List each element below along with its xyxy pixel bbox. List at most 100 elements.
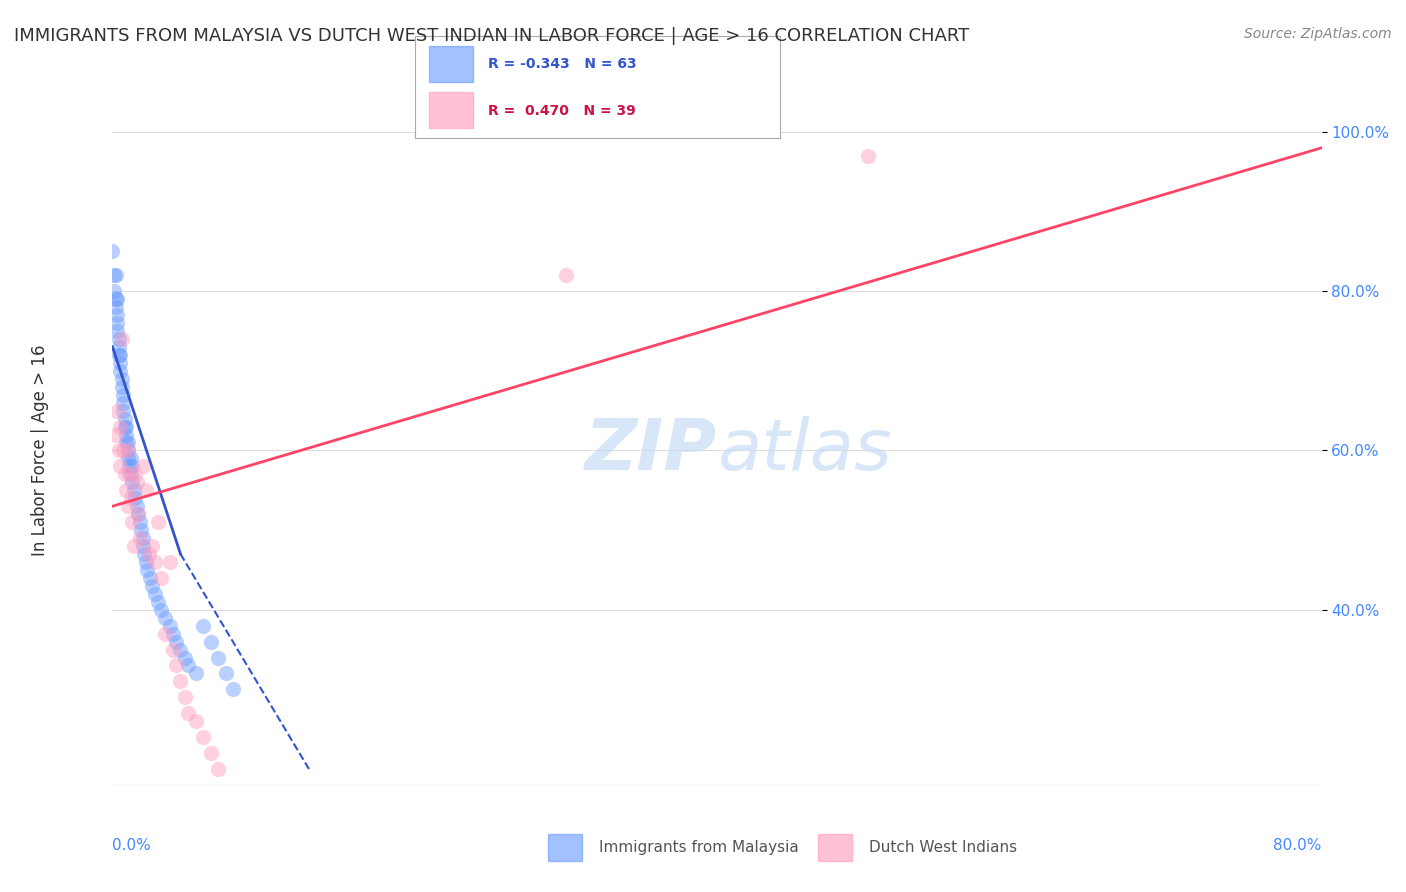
Point bbox=[134, 547, 156, 561]
Point bbox=[141, 579, 163, 593]
Point bbox=[107, 340, 129, 354]
Point bbox=[105, 324, 128, 338]
Point bbox=[120, 467, 142, 482]
Point bbox=[117, 451, 139, 466]
Point bbox=[122, 539, 145, 553]
Point bbox=[184, 714, 207, 729]
Text: Immigrants from Malaysia: Immigrants from Malaysia bbox=[599, 840, 799, 855]
Point bbox=[159, 555, 181, 569]
Point bbox=[115, 483, 138, 498]
Point bbox=[110, 380, 132, 394]
Point bbox=[117, 500, 139, 514]
Text: 0.0%: 0.0% bbox=[112, 838, 152, 854]
Point bbox=[105, 403, 128, 417]
Point bbox=[112, 387, 135, 401]
Point bbox=[136, 563, 159, 577]
Point bbox=[177, 706, 200, 721]
Point bbox=[138, 547, 160, 561]
Point bbox=[132, 459, 155, 474]
Text: R = -0.343   N = 63: R = -0.343 N = 63 bbox=[488, 57, 637, 71]
Point bbox=[118, 467, 141, 482]
Point bbox=[115, 435, 138, 450]
Text: Source: ZipAtlas.com: Source: ZipAtlas.com bbox=[1244, 27, 1392, 41]
Point bbox=[120, 491, 142, 506]
Point bbox=[108, 356, 131, 370]
Point bbox=[162, 626, 184, 640]
Point bbox=[117, 443, 139, 458]
Text: Dutch West Indians: Dutch West Indians bbox=[869, 840, 1017, 855]
Text: R =  0.470   N = 39: R = 0.470 N = 39 bbox=[488, 103, 636, 118]
Point bbox=[143, 587, 166, 601]
Point bbox=[107, 332, 129, 346]
Point bbox=[114, 419, 136, 434]
Text: In Labor Force | Age > 16: In Labor Force | Age > 16 bbox=[31, 344, 49, 557]
Point bbox=[115, 419, 138, 434]
Point bbox=[118, 459, 141, 474]
Point bbox=[149, 571, 172, 585]
Point bbox=[120, 451, 142, 466]
Text: atlas: atlas bbox=[717, 416, 891, 485]
Point bbox=[125, 500, 148, 514]
Point bbox=[141, 539, 163, 553]
Point bbox=[108, 348, 131, 362]
Text: ZIP: ZIP bbox=[585, 416, 717, 485]
Point bbox=[132, 539, 155, 553]
Point bbox=[108, 419, 131, 434]
Bar bbox=[818, 834, 852, 861]
Point bbox=[117, 443, 139, 458]
Point bbox=[554, 268, 576, 283]
Point bbox=[114, 411, 136, 425]
Point bbox=[105, 292, 128, 306]
Point bbox=[122, 483, 145, 498]
Point bbox=[107, 443, 129, 458]
Bar bbox=[429, 45, 474, 82]
Point bbox=[174, 650, 197, 665]
Point bbox=[165, 658, 187, 673]
Point bbox=[139, 571, 162, 585]
Point bbox=[177, 658, 200, 673]
Point bbox=[169, 642, 191, 657]
Point bbox=[856, 149, 880, 163]
Point bbox=[128, 515, 150, 529]
Point bbox=[114, 467, 136, 482]
Point bbox=[222, 682, 245, 697]
Point bbox=[155, 610, 177, 624]
Point bbox=[128, 531, 150, 545]
Point bbox=[105, 316, 128, 330]
Point bbox=[200, 634, 222, 648]
Point bbox=[132, 531, 155, 545]
Point bbox=[112, 403, 135, 417]
Point bbox=[112, 443, 135, 458]
Point bbox=[135, 555, 157, 569]
Point bbox=[115, 427, 138, 442]
Point bbox=[117, 435, 139, 450]
Point bbox=[162, 642, 184, 657]
Point bbox=[149, 603, 172, 617]
Point bbox=[105, 308, 128, 322]
Text: 80.0%: 80.0% bbox=[1274, 838, 1322, 854]
Bar bbox=[548, 834, 582, 861]
Point bbox=[146, 595, 169, 609]
Point bbox=[207, 762, 229, 776]
Point bbox=[103, 284, 125, 298]
Point bbox=[191, 618, 214, 632]
Point bbox=[184, 666, 207, 681]
Point bbox=[127, 507, 149, 521]
Point bbox=[174, 690, 197, 705]
Point bbox=[135, 483, 157, 498]
Point bbox=[121, 459, 143, 474]
Point bbox=[127, 507, 149, 521]
Point bbox=[121, 475, 143, 490]
Point bbox=[103, 268, 125, 283]
Point bbox=[108, 364, 131, 378]
Point bbox=[155, 626, 177, 640]
Point bbox=[159, 618, 181, 632]
Point bbox=[101, 244, 124, 259]
Point bbox=[107, 348, 129, 362]
Point bbox=[104, 292, 127, 306]
Point bbox=[110, 372, 132, 386]
Point bbox=[169, 674, 191, 689]
Point bbox=[124, 467, 146, 482]
Point bbox=[125, 475, 148, 490]
Point bbox=[129, 523, 152, 537]
